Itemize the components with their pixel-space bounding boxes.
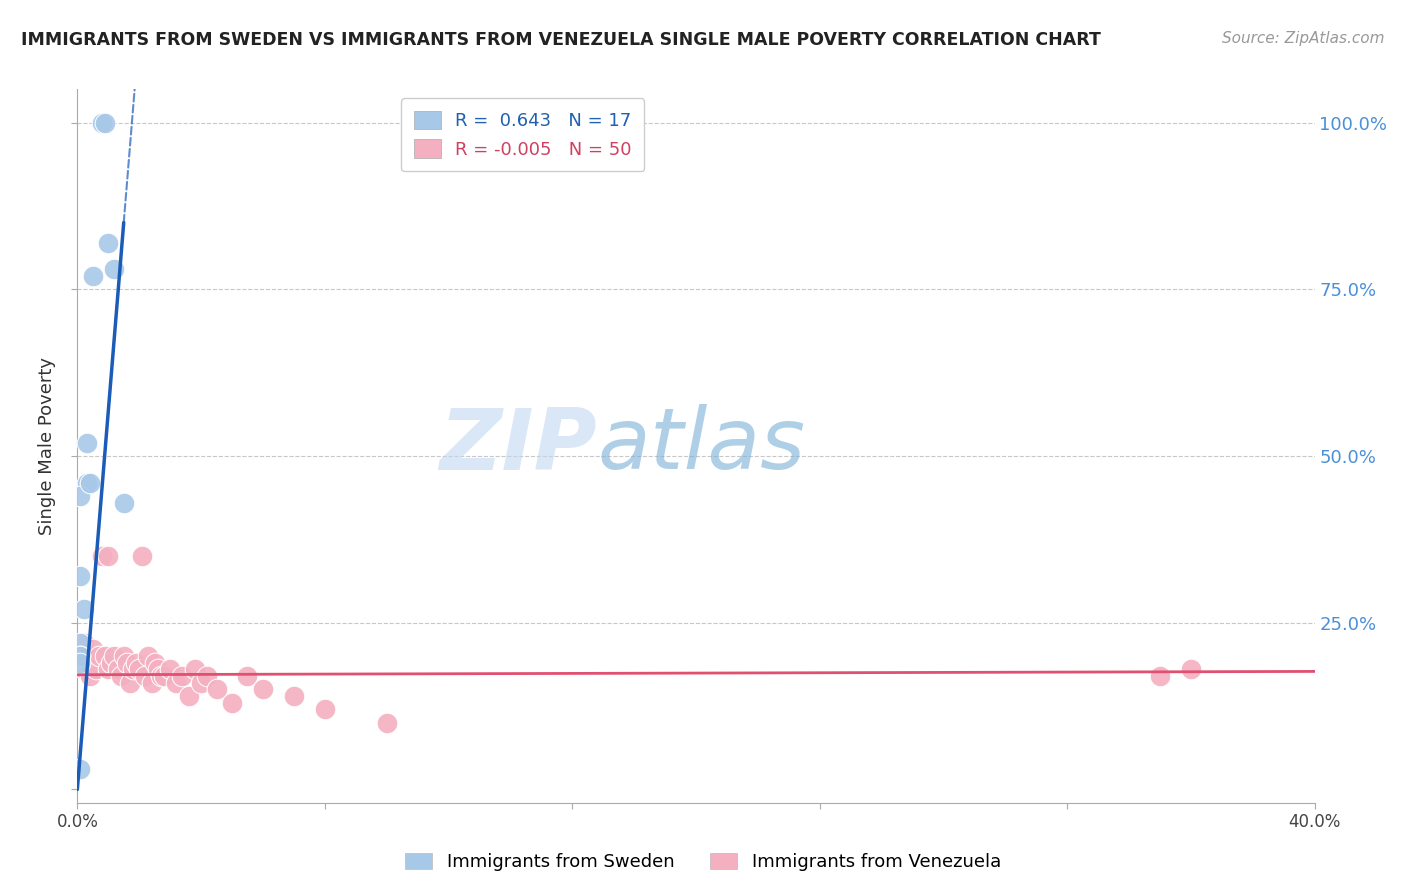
Point xyxy=(94,649,117,664)
Point xyxy=(79,669,101,683)
Point xyxy=(100,656,122,670)
Point xyxy=(72,636,94,650)
Point xyxy=(172,669,194,683)
Point xyxy=(76,656,98,670)
Point xyxy=(125,656,148,670)
Point xyxy=(91,549,114,563)
Point xyxy=(115,656,138,670)
Point xyxy=(76,475,98,490)
Text: ZIP: ZIP xyxy=(439,404,598,488)
Point xyxy=(69,649,91,664)
Point xyxy=(165,675,187,690)
Point xyxy=(69,636,91,650)
Text: atlas: atlas xyxy=(598,404,806,488)
Point xyxy=(122,662,145,676)
Point xyxy=(146,662,169,676)
Point xyxy=(69,569,91,583)
Point xyxy=(79,662,101,676)
Point xyxy=(84,656,107,670)
Point xyxy=(82,649,104,664)
Point xyxy=(97,235,120,250)
Point xyxy=(79,475,101,490)
Point xyxy=(221,696,243,710)
Point xyxy=(177,689,200,703)
Point xyxy=(87,649,110,664)
Point xyxy=(375,715,398,730)
Point xyxy=(94,115,117,129)
Point xyxy=(283,689,305,703)
Text: Source: ZipAtlas.com: Source: ZipAtlas.com xyxy=(1222,31,1385,46)
Text: IMMIGRANTS FROM SWEDEN VS IMMIGRANTS FROM VENEZUELA SINGLE MALE POVERTY CORRELAT: IMMIGRANTS FROM SWEDEN VS IMMIGRANTS FRO… xyxy=(21,31,1101,49)
Point xyxy=(314,702,336,716)
Point xyxy=(97,662,120,676)
Point xyxy=(236,669,259,683)
Point xyxy=(69,656,91,670)
Point xyxy=(143,656,166,670)
Y-axis label: Single Male Poverty: Single Male Poverty xyxy=(38,357,56,535)
Point xyxy=(252,682,274,697)
Point xyxy=(91,115,114,129)
Point xyxy=(131,549,153,563)
Point xyxy=(195,669,218,683)
Point xyxy=(82,268,104,283)
Point xyxy=(69,649,91,664)
Point xyxy=(69,489,91,503)
Point xyxy=(97,549,120,563)
Point xyxy=(190,675,212,690)
Point xyxy=(112,649,135,664)
Point xyxy=(84,662,107,676)
Point xyxy=(69,649,91,664)
Point xyxy=(82,642,104,657)
Point xyxy=(118,675,141,690)
Point xyxy=(110,669,132,683)
Point xyxy=(128,662,150,676)
Point xyxy=(107,662,129,676)
Legend: R =  0.643   N = 17, R = -0.005   N = 50: R = 0.643 N = 17, R = -0.005 N = 50 xyxy=(401,98,644,171)
Point xyxy=(76,649,98,664)
Point xyxy=(72,602,94,616)
Point xyxy=(141,675,163,690)
Point xyxy=(103,262,125,277)
Point xyxy=(69,763,91,777)
Point xyxy=(149,669,172,683)
Point xyxy=(112,496,135,510)
Point xyxy=(138,649,160,664)
Point xyxy=(1180,662,1202,676)
Point xyxy=(76,435,98,450)
Point xyxy=(1149,669,1171,683)
Point xyxy=(205,682,228,697)
Point xyxy=(134,669,156,683)
Point xyxy=(72,662,94,676)
Point xyxy=(153,669,176,683)
Legend: Immigrants from Sweden, Immigrants from Venezuela: Immigrants from Sweden, Immigrants from … xyxy=(398,846,1008,879)
Point xyxy=(184,662,207,676)
Point xyxy=(103,649,125,664)
Point xyxy=(159,662,181,676)
